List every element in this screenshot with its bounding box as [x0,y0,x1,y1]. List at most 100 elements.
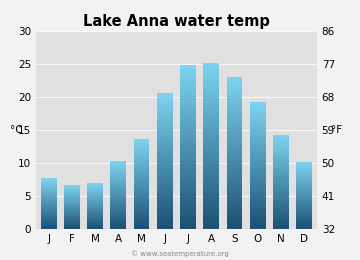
Bar [273,167,289,168]
Bar [273,222,289,223]
Bar [41,200,57,201]
Bar [157,115,173,116]
Bar [64,192,80,193]
Bar [250,183,266,185]
Bar [273,156,289,157]
Bar [273,208,289,209]
Bar [273,202,289,203]
Bar [41,219,57,220]
Bar [134,173,149,174]
Bar [134,176,149,177]
Bar [203,84,219,86]
Bar [296,184,312,185]
Bar [273,197,289,198]
Bar [226,144,242,145]
Bar [180,204,196,206]
Text: © www.seatemperature.org: © www.seatemperature.org [131,251,229,257]
Bar [296,172,312,173]
Bar [64,224,80,225]
Bar [273,206,289,207]
Bar [273,180,289,181]
Bar [180,181,196,183]
Bar [250,139,266,140]
Bar [250,201,266,202]
Bar [203,106,219,108]
Bar [273,158,289,159]
Bar [203,91,219,93]
Bar [273,179,289,180]
Bar [273,203,289,204]
Bar [157,118,173,119]
Bar [111,228,126,229]
Bar [273,198,289,199]
Bar [273,174,289,175]
Bar [203,157,219,159]
Bar [203,122,219,124]
Bar [273,159,289,160]
Bar [273,216,289,217]
Bar [250,195,266,196]
Bar [250,122,266,124]
Bar [87,217,103,218]
Bar [87,185,103,186]
Bar [226,203,242,204]
Bar [134,162,149,163]
Bar [226,142,242,144]
Bar [157,179,173,180]
Bar [226,212,242,213]
Bar [226,215,242,217]
Bar [296,216,312,217]
Bar [273,178,289,179]
Bar [180,152,196,154]
Bar [226,100,242,101]
Bar [296,201,312,202]
Bar [134,222,149,223]
Bar [134,177,149,178]
Bar [180,75,196,77]
Bar [64,201,80,202]
Bar [41,194,57,195]
Bar [180,178,196,180]
Bar [250,185,266,186]
Bar [41,218,57,219]
Bar [296,176,312,177]
Bar [134,223,149,224]
Bar [273,164,289,165]
Bar [134,163,149,164]
Bar [296,203,312,204]
Bar [203,124,219,126]
Bar [111,224,126,225]
Bar [180,132,196,134]
Bar [41,227,57,228]
Bar [180,83,196,85]
Bar [273,212,289,213]
Bar [250,187,266,188]
Bar [134,151,149,152]
Bar [226,83,242,84]
Bar [64,215,80,216]
Bar [180,150,196,152]
Bar [180,221,196,222]
Bar [134,172,149,173]
Bar [226,109,242,110]
Bar [203,126,219,128]
Bar [157,136,173,138]
Bar [296,224,312,225]
Bar [226,194,242,195]
Bar [134,208,149,209]
Bar [180,144,196,146]
Bar [250,138,266,139]
Bar [87,207,103,208]
Bar [111,219,126,220]
Bar [273,142,289,143]
Bar [226,197,242,198]
Bar [273,221,289,222]
Bar [250,157,266,158]
Bar [180,105,196,106]
Bar [64,197,80,198]
Bar [180,190,196,191]
Bar [157,100,173,101]
Bar [296,226,312,227]
Bar [64,207,80,208]
Bar [180,154,196,155]
